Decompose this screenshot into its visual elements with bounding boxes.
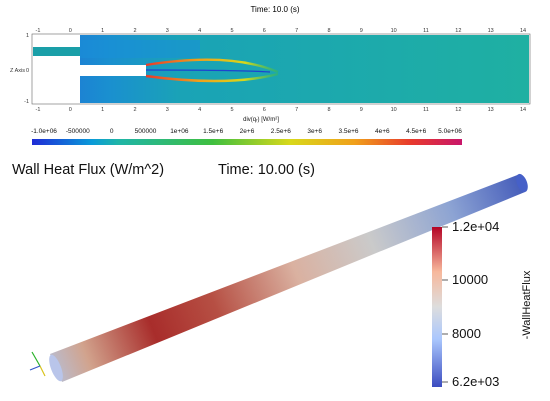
y-tick-label: 1	[26, 33, 29, 39]
x-tick-label-bottom: 10	[391, 107, 397, 113]
x-tick-label-bottom: 2	[133, 107, 136, 113]
x-tick-label-bottom: 0	[69, 107, 72, 113]
x-tick-label-bottom: 1	[101, 107, 104, 113]
y-tick-label: 0	[26, 68, 29, 74]
colorbar-tick-label: 4.5e+6	[406, 128, 426, 135]
x-tick-label-bottom: 14	[520, 107, 526, 113]
colorbar-tick-label: 3e+6	[307, 128, 322, 135]
colorbar-tick-label: 3.5e+6	[338, 128, 358, 135]
cylinder-start-cap	[49, 354, 63, 382]
x-tick-label-top: 0	[69, 28, 72, 34]
colorbar-tick-label: 2.5e+6	[271, 128, 291, 135]
x-tick-label-top: 6	[263, 28, 266, 34]
colorbar-tick-label: 2e+6	[240, 128, 255, 135]
legend-tick-label: 10000	[452, 272, 488, 287]
colorbar-tick-label: 500000	[135, 128, 157, 135]
colorbar-tick-label: -500000	[66, 128, 90, 135]
x-tick-label-top: 2	[133, 28, 136, 34]
top-plot-title: Time: 10.0 (s)	[250, 5, 299, 14]
cylinder-shading	[50, 174, 525, 382]
colorbar-tick-label: 5.0e+06	[438, 128, 462, 135]
x-tick-label-bottom: -1	[36, 107, 41, 113]
x-tick-label-bottom: 3	[166, 107, 169, 113]
x-tick-label-top: 14	[520, 28, 526, 34]
x-tick-label-top: -1	[36, 28, 41, 34]
colorbar-tick-label: 1.5e+6	[203, 128, 223, 135]
colorbar-tick-label: 4e+6	[375, 128, 390, 135]
inlet-wall-upper	[33, 35, 80, 47]
x-tick-label-top: 7	[295, 28, 298, 34]
divergence-field-plot: Time: 10.0 (s) -1 0 1 2 3 4 5 6 7 8 9 10 11 12 13 14 -1…	[10, 5, 531, 145]
colorbar-tick-label: 0	[110, 128, 114, 135]
x-tick-label-bottom: 12	[455, 107, 461, 113]
x-tick-label-top: 8	[327, 28, 330, 34]
wall-heat-flux-plot: Wall Heat Flux (W/m^2) Time: 10.00 (s) 1…	[12, 162, 533, 389]
time-header: Time: 10.00 (s)	[218, 162, 315, 178]
y-tick-label: -1	[24, 99, 29, 105]
jet-core	[145, 69, 271, 73]
x-tick-label-top: 9	[360, 28, 363, 34]
upper-jet	[145, 58, 279, 74]
x-tick-label-top: 4	[198, 28, 201, 34]
legend-colorbar	[432, 227, 442, 387]
x-tick-label-top: 5	[230, 28, 233, 34]
x-tick-label-top: 10	[391, 28, 397, 34]
legend-tick-label: 8000	[452, 326, 481, 341]
legend-tick-label: 6.2e+03	[452, 374, 499, 389]
colorbar-tick-label: 1e+06	[170, 128, 189, 135]
colorbar-label: div(qᵣ) [W/m²]	[243, 117, 279, 123]
inlet-channel	[33, 47, 80, 56]
x-tick-label-top: 13	[488, 28, 494, 34]
x-tick-label-top: 12	[455, 28, 461, 34]
x-tick-label-bottom: 11	[423, 107, 429, 113]
legend-tick-label: 1.2e+04	[452, 219, 499, 234]
y-axis-label: Z Axis	[10, 68, 25, 74]
splitter-plate	[80, 65, 146, 76]
cylinder-end-cap	[516, 173, 528, 193]
colorbar-tick-label: -1.0e+06	[31, 128, 57, 135]
x-tick-label-bottom: 6	[263, 107, 266, 113]
x-tick-label-top: 1	[101, 28, 104, 34]
x-tick-label-bottom: 5	[230, 107, 233, 113]
field-blue-band	[80, 40, 200, 58]
heat-flux-header: Wall Heat Flux (W/m^2)	[12, 162, 164, 178]
inlet-wall-lower	[33, 56, 80, 103]
orientation-axes-icon	[29, 351, 46, 377]
lower-jet	[145, 72, 279, 83]
x-tick-label-bottom: 4	[198, 107, 201, 113]
legend-title: -WallHeatFlux	[521, 270, 533, 339]
x-tick-label-bottom: 8	[327, 107, 330, 113]
x-tick-label-top: 11	[423, 28, 429, 34]
x-tick-label-bottom: 13	[488, 107, 494, 113]
colorbar	[32, 139, 462, 145]
x-tick-label-bottom: 9	[360, 107, 363, 113]
x-tick-label-bottom: 7	[295, 107, 298, 113]
x-tick-label-top: 3	[166, 28, 169, 34]
